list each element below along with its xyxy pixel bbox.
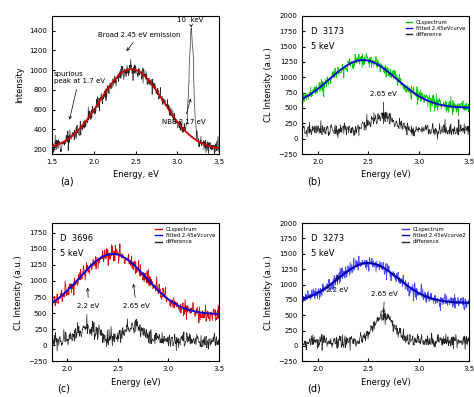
Legend: CLspectrum, fitted 2.45eVcurve2, difference: CLspectrum, fitted 2.45eVcurve2, differe… xyxy=(401,226,466,245)
Y-axis label: CL Intensity (a.u.): CL Intensity (a.u.) xyxy=(14,255,23,330)
Text: D  3696: D 3696 xyxy=(61,234,93,243)
Text: 5 keV: 5 keV xyxy=(311,42,334,51)
Text: Broad 2.45 eV emission: Broad 2.45 eV emission xyxy=(98,32,181,50)
Y-axis label: CL Intensity (a.u.): CL Intensity (a.u.) xyxy=(264,48,273,122)
Y-axis label: CL Intensity (a.u.): CL Intensity (a.u.) xyxy=(264,255,273,330)
Text: (b): (b) xyxy=(308,176,321,187)
Text: 2.65 eV: 2.65 eV xyxy=(371,291,398,313)
X-axis label: Energy (eV): Energy (eV) xyxy=(361,170,410,179)
Text: D  3173: D 3173 xyxy=(311,27,344,36)
X-axis label: Energy (eV): Energy (eV) xyxy=(361,378,410,387)
X-axis label: Energy (eV): Energy (eV) xyxy=(111,378,160,387)
X-axis label: Energy, eV: Energy, eV xyxy=(113,170,158,179)
Y-axis label: Intensity: Intensity xyxy=(15,67,24,103)
Text: 2.2 eV: 2.2 eV xyxy=(326,276,348,293)
Text: 2.65 eV: 2.65 eV xyxy=(370,91,397,116)
Text: D  3273: D 3273 xyxy=(311,234,344,243)
Text: 2.2 eV: 2.2 eV xyxy=(77,288,100,309)
Text: (c): (c) xyxy=(57,384,70,394)
Text: 5 keV: 5 keV xyxy=(61,249,84,258)
Text: spurious
peak at 1.7 eV: spurious peak at 1.7 eV xyxy=(54,71,105,119)
Text: 5 keV: 5 keV xyxy=(311,249,334,258)
Legend: CLspectrum, fitted 2.45eVcurve, difference: CLspectrum, fitted 2.45eVcurve, differen… xyxy=(405,19,466,38)
Text: (d): (d) xyxy=(308,384,321,394)
Legend: CLspectrum, fitted 2.45eVcurve, difference: CLspectrum, fitted 2.45eVcurve, differen… xyxy=(155,226,216,245)
Text: 2.65 eV: 2.65 eV xyxy=(123,285,150,309)
Text: (a): (a) xyxy=(61,176,74,187)
Text: NBE 3.17 eV: NBE 3.17 eV xyxy=(162,99,206,125)
Text: 10  keV: 10 keV xyxy=(177,17,204,27)
